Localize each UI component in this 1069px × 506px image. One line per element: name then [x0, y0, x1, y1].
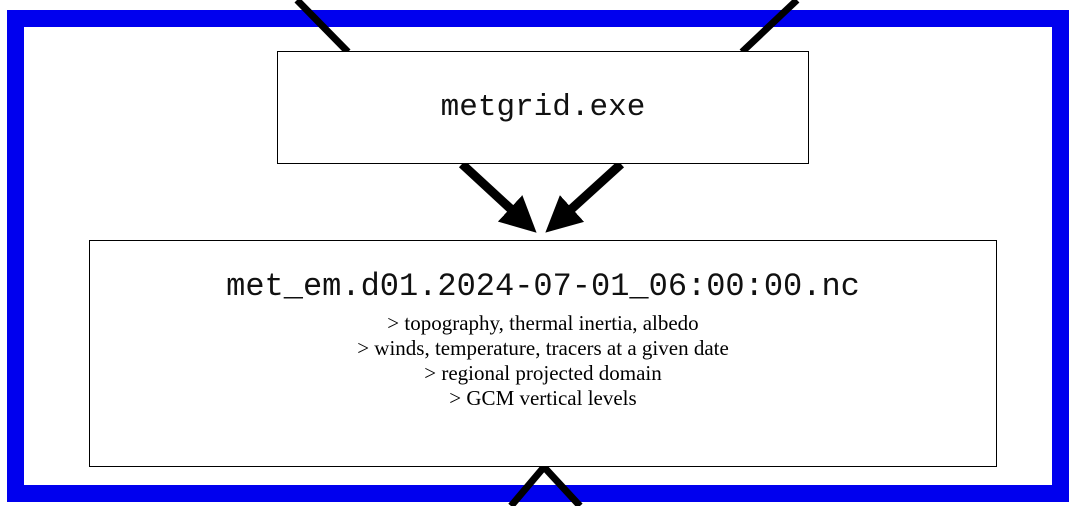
met-em-item: > topography, thermal inertia, albedo — [387, 311, 699, 335]
met-em-output-box: met_em.d01.2024-07-01_06:00:00.nc > topo… — [89, 240, 997, 467]
incoming-line-right — [739, 0, 800, 55]
outgoing-line-left — [508, 464, 547, 506]
met-em-item: > GCM vertical levels — [449, 386, 637, 410]
metgrid-box: metgrid.exe — [277, 51, 809, 164]
met-em-item: > winds, temperature, tracers at a given… — [357, 336, 729, 360]
incoming-line-left — [294, 0, 351, 55]
blue-frame — [7, 10, 1069, 502]
outgoing-line-right — [541, 464, 583, 506]
metgrid-label: metgrid.exe — [440, 90, 646, 125]
arrow-right — [545, 160, 625, 233]
met-em-item: > regional projected domain — [424, 361, 662, 385]
met-em-filename: met_em.d01.2024-07-01_06:00:00.nc — [226, 268, 860, 305]
arrow-left — [458, 160, 537, 233]
